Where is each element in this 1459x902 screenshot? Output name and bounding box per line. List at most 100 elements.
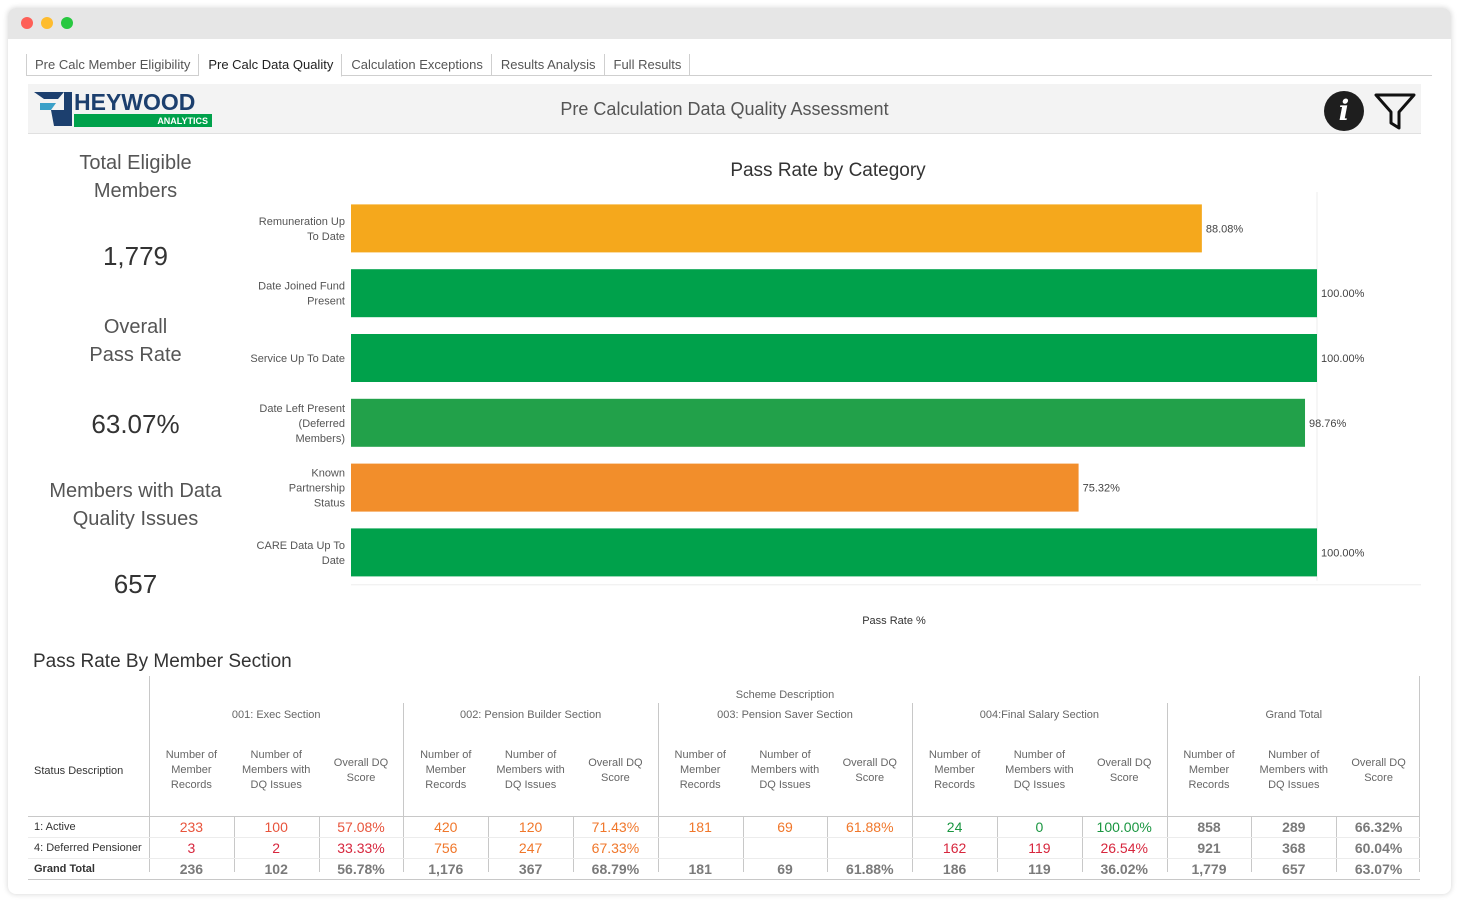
measure-header: Records <box>679 779 721 791</box>
measure-header: Overall DQ <box>842 757 897 769</box>
table-cell: 57.08% <box>337 819 385 835</box>
tab-full-results[interactable]: Full Results <box>605 54 691 76</box>
measure-header: Number of <box>420 749 472 761</box>
measure-header: Member <box>680 764 721 776</box>
chart-data-label: 75.32% <box>1083 483 1121 495</box>
table-cell: 26.54% <box>1100 840 1148 856</box>
close-window-button[interactable] <box>21 17 33 29</box>
tab-pre-calc-member-eligibility[interactable]: Pre Calc Member Eligibility <box>26 54 200 76</box>
measure-header: Records <box>934 779 976 791</box>
kpi-issues-label-line2: Quality Issues <box>72 508 199 530</box>
kpi-pass-label-line1: Overall <box>103 316 168 338</box>
chart-category-label: Status <box>314 498 346 510</box>
chart-category-label: Members) <box>295 433 345 445</box>
table-divider <box>742 816 744 872</box>
measure-header: Score <box>1109 772 1139 784</box>
kpi-issues-label-line1: Members with Data <box>49 480 222 502</box>
heywood-logo: HEYWOOD ANALYTICS <box>34 89 212 127</box>
measure-header: Overall DQ <box>1096 757 1152 769</box>
measure-header: Number of <box>1013 749 1066 761</box>
chart-bar[interactable] <box>351 463 1079 512</box>
chart-bar[interactable] <box>351 269 1317 318</box>
table-divider <box>318 816 320 872</box>
table-cell: 67.33% <box>591 840 640 856</box>
chart-category-label: Remuneration Up <box>259 216 345 228</box>
dashboard-tabs: Pre Calc Member Eligibility Pre Calc Dat… <box>26 54 1432 77</box>
table-divider <box>403 703 405 872</box>
table-divider <box>657 703 659 872</box>
kpi-issues-value: 657 <box>113 569 158 599</box>
table-cell: 2 <box>272 840 281 856</box>
measure-header: Score <box>346 772 376 784</box>
table-divider <box>488 816 490 872</box>
section-header: 003: Pension Saver Section <box>717 709 853 721</box>
measure-header: Number of <box>1183 749 1235 761</box>
measure-header: Member <box>934 764 975 776</box>
chart-bar[interactable] <box>351 334 1317 382</box>
measure-header: Number of <box>250 749 302 761</box>
measure-header: Records <box>1188 779 1230 791</box>
app-window: Pre Calc Member Eligibility Pre Calc Dat… <box>8 8 1451 894</box>
chart-category-label: Service Up To Date <box>250 353 345 365</box>
measure-header: Members with <box>1005 764 1074 776</box>
table-cell: 420 <box>434 819 458 835</box>
table-cell: 1,779 <box>1191 861 1227 877</box>
table-cell: 236 <box>179 861 204 877</box>
table-cell: 162 <box>942 840 967 856</box>
chart-category-label: Date <box>322 555 345 567</box>
chart-bar[interactable] <box>351 398 1306 447</box>
table-divider <box>827 816 829 872</box>
section-header: Grand Total <box>1265 709 1323 721</box>
table-divider <box>1166 703 1168 872</box>
chart-bar[interactable] <box>351 204 1202 253</box>
section-header: 002: Pension Builder Section <box>459 709 602 721</box>
table-cell: 367 <box>518 861 543 877</box>
table-divider <box>28 816 1420 817</box>
chart-bar[interactable] <box>351 528 1317 577</box>
table-cell: 60.04% <box>1354 840 1403 856</box>
chart-category-label: Date Left Present <box>259 403 345 415</box>
filter-icon[interactable] <box>1373 91 1417 133</box>
table-cell: 233 <box>179 819 204 835</box>
info-button[interactable]: i <box>1324 91 1364 131</box>
logo-wordmark: HEYWOOD <box>74 89 195 115</box>
table-divider <box>28 858 1420 859</box>
table-cell: 289 <box>1282 819 1306 835</box>
chart-data-label: 88.08% <box>1206 223 1244 235</box>
measure-header: Members with <box>1259 764 1329 776</box>
table-cell: 61.88% <box>846 861 894 877</box>
table-cell: 181 <box>688 819 712 835</box>
chart-category-label: To Date <box>307 231 345 243</box>
kpi-eligible-label-line2: Members <box>93 180 178 202</box>
measure-header: DQ Issues <box>504 779 557 791</box>
table-title: Pass Rate By Member Section <box>33 651 292 672</box>
row-label: Grand Total <box>34 863 95 875</box>
measure-header: Score <box>601 772 630 784</box>
window-titlebar <box>8 8 1451 39</box>
row-label: 4: Deferred Pensioner <box>34 842 142 854</box>
measure-header: Overall DQ <box>333 757 389 769</box>
minimize-window-button[interactable] <box>41 17 53 29</box>
kpi-pass-label-line2: Pass Rate <box>89 344 182 366</box>
table-cell: 119 <box>1028 861 1051 877</box>
measure-header: Number of <box>759 749 811 761</box>
table-divider <box>997 816 998 872</box>
table-divider <box>233 816 235 872</box>
maximize-window-button[interactable] <box>61 17 73 29</box>
table-divider <box>1251 816 1253 872</box>
tab-pre-calc-data-quality[interactable]: Pre Calc Data Quality <box>199 54 343 77</box>
row-header: Status Description <box>34 765 124 777</box>
table-cell: 756 <box>434 840 458 856</box>
chart-data-label: 98.76% <box>1309 418 1347 430</box>
measure-header: Members with <box>496 764 565 776</box>
table-cell: 657 <box>1282 861 1306 877</box>
table-cell: 100 <box>264 819 288 835</box>
chart-category-label: Known <box>311 468 345 480</box>
table-cell: 66.32% <box>1354 819 1403 835</box>
measure-header: DQ Issues <box>1268 779 1320 791</box>
tab-calculation-exceptions[interactable]: Calculation Exceptions <box>342 54 492 76</box>
measure-header: Records <box>170 779 212 791</box>
tab-results-analysis[interactable]: Results Analysis <box>492 54 605 76</box>
chart-category-label: CARE Data Up To <box>257 540 345 552</box>
measure-header: Members with <box>241 764 311 776</box>
